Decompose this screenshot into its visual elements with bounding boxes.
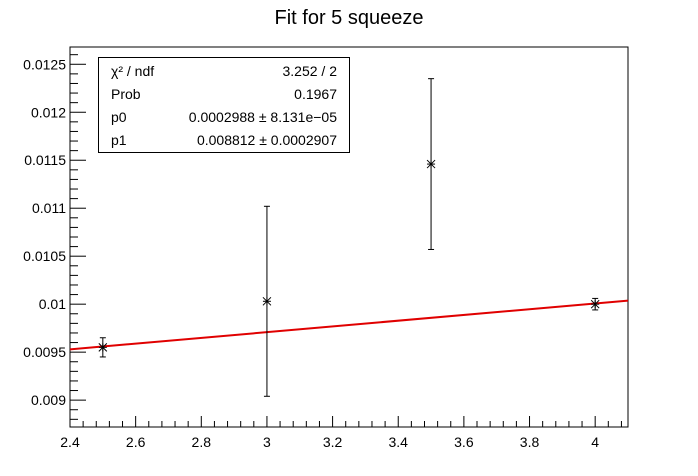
stats-value: 0.008812 ± 0.0002907: [196, 132, 337, 148]
fit-stats-box: χ² / ndf 3.252 / 2 Prob 0.1967 p0 0.0002…: [98, 57, 350, 153]
x-tick-label: 3.8: [520, 434, 540, 450]
x-tick-label: 3: [263, 434, 271, 450]
stats-value: 3.252 / 2: [282, 63, 338, 79]
y-tick-label: 0.0115: [24, 152, 66, 168]
stats-value: 0.1967: [294, 86, 337, 102]
data-point-marker: [98, 342, 108, 352]
data-point: [262, 296, 272, 306]
x-tick-label: 3.6: [454, 434, 474, 450]
stats-label: χ² / ndf: [111, 63, 155, 79]
points-layer: [98, 78, 600, 397]
x-tick-label: 2.6: [126, 434, 146, 450]
fit-line: [69, 299, 629, 351]
x-tick-label: 2.4: [60, 434, 80, 450]
stats-row-p0: p0 0.0002988 ± 8.131e−05: [111, 107, 337, 127]
data-point: [98, 342, 108, 352]
y-tick-label: 0.012: [31, 104, 66, 120]
stats-row-p1: p1 0.008812 ± 0.0002907: [111, 130, 337, 150]
y-tick-label: 0.0125: [23, 56, 66, 72]
y-tick-label: 0.01: [39, 296, 66, 312]
stats-row-prob: Prob 0.1967: [111, 84, 337, 104]
data-point-marker: [426, 159, 436, 169]
y-tick-label: 0.0095: [23, 344, 66, 360]
y-tick-label: 0.009: [31, 392, 66, 408]
x-tick-label: 3.4: [389, 434, 409, 450]
stats-label: p0: [111, 109, 127, 125]
y-axis: 0.009 0.0095 0.01 0.0105 0.011 0.0115 0.012 0.0…: [23, 54, 86, 420]
data-point: [426, 159, 436, 169]
fit-layer: [69, 299, 629, 351]
stats-label: Prob: [111, 86, 141, 102]
chart-title: Fit for 5 squeeze: [275, 7, 424, 29]
data-point: [590, 299, 600, 309]
data-point-marker: [262, 296, 272, 306]
stats-value: 0.0002988 ± 8.131e−05: [188, 109, 337, 125]
stats-row-chi2: χ² / ndf 3.252 / 2: [111, 61, 337, 81]
x-tick-label: 3.2: [323, 434, 343, 450]
x-tick-label: 4: [591, 434, 599, 450]
x-axis: 2.4 2.6 2.8 3 3.2 3.4 3.6 3.8 4: [60, 416, 622, 450]
stats-label: p1: [111, 132, 127, 148]
x-tick-label: 2.8: [192, 434, 212, 450]
data-point-marker: [590, 299, 600, 309]
y-tick-label: 0.0105: [23, 248, 66, 264]
y-tick-label: 0.011: [32, 200, 66, 216]
